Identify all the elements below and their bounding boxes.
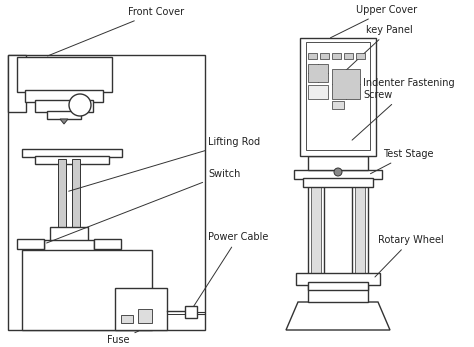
Bar — [355, 177, 365, 282]
Text: Fuse: Fuse — [107, 331, 138, 345]
Bar — [308, 64, 328, 82]
Bar — [356, 53, 365, 59]
Bar — [22, 149, 122, 157]
Circle shape — [69, 94, 91, 116]
Bar — [58, 159, 66, 229]
Bar — [344, 53, 353, 59]
Bar — [308, 282, 368, 290]
Bar — [308, 53, 317, 59]
Bar — [308, 177, 324, 282]
Bar — [50, 227, 88, 242]
Bar — [308, 282, 368, 302]
Bar — [332, 53, 341, 59]
Bar — [320, 53, 329, 59]
Text: Lifting Rod: Lifting Rod — [69, 137, 260, 191]
Bar — [121, 315, 133, 323]
Bar — [352, 177, 368, 282]
Bar — [72, 159, 80, 229]
Bar — [332, 101, 344, 109]
Bar — [25, 90, 103, 102]
Text: Power Cable: Power Cable — [191, 232, 268, 310]
Bar — [35, 100, 93, 112]
Bar — [303, 178, 373, 187]
Circle shape — [334, 168, 342, 176]
Polygon shape — [60, 119, 68, 124]
Polygon shape — [286, 302, 390, 330]
Bar — [185, 306, 197, 318]
Text: Test Stage: Test Stage — [371, 149, 434, 174]
Text: Switch: Switch — [46, 169, 240, 243]
Bar — [294, 170, 382, 179]
Bar — [308, 156, 368, 170]
Bar — [308, 85, 328, 99]
Bar — [115, 288, 167, 330]
Bar — [94, 239, 121, 249]
Bar — [17, 57, 112, 92]
Bar — [332, 69, 360, 99]
Bar — [44, 240, 94, 252]
Bar — [300, 38, 376, 156]
Bar — [8, 55, 26, 112]
Text: Upper Cover: Upper Cover — [330, 5, 417, 38]
Bar — [296, 273, 380, 285]
Bar — [311, 177, 321, 282]
Bar — [306, 42, 370, 150]
Bar — [22, 250, 152, 330]
Text: key Panel: key Panel — [344, 25, 413, 72]
Bar — [17, 239, 44, 249]
Text: Indenter Fastening
Screw: Indenter Fastening Screw — [352, 78, 455, 140]
Bar — [47, 111, 81, 119]
Bar — [35, 156, 109, 164]
Bar — [8, 55, 205, 330]
Text: Rotary Wheel: Rotary Wheel — [375, 235, 444, 277]
Text: Front Cover: Front Cover — [47, 7, 184, 56]
Bar — [138, 309, 152, 323]
